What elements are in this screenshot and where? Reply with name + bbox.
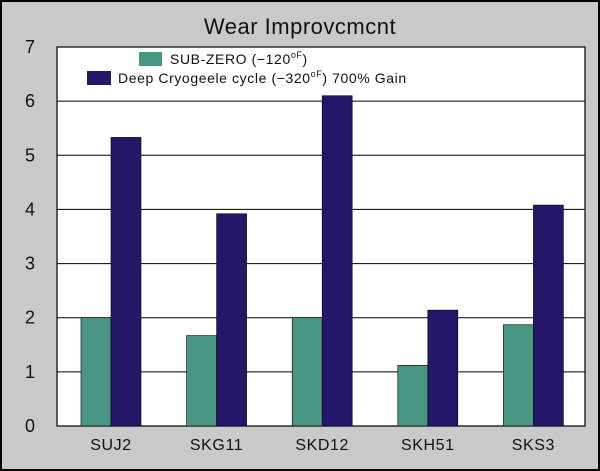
- x-tick-label-skd12: SKD12: [295, 437, 349, 454]
- x-tick-label-suj2: SUJ2: [90, 437, 132, 454]
- y-tick-label-0: 0: [25, 416, 35, 436]
- legend-swatch-series-2: [87, 71, 111, 85]
- y-tick-label-7: 7: [25, 37, 35, 57]
- x-tick-label-skg11: SKG11: [190, 437, 243, 454]
- y-tick-label-1: 1: [25, 362, 35, 382]
- bar-skg11-series-2: [216, 213, 247, 427]
- bar-sks3-series-2: [533, 204, 564, 427]
- bar-skg11-series-1: [186, 335, 217, 427]
- legend-swatch-series-1: [139, 52, 162, 66]
- y-tick-label-3: 3: [25, 254, 35, 274]
- y-tick-label-2: 2: [25, 308, 35, 328]
- x-tick-label-skh51: SKH51: [401, 437, 455, 454]
- bar-skh51-series-1: [397, 365, 429, 427]
- bar-suj2-series-1: [80, 317, 112, 427]
- y-tick-label-6: 6: [25, 91, 35, 111]
- bar-skh51-series-2: [427, 309, 459, 427]
- bar-suj2-series-2: [110, 137, 142, 427]
- legend-label-series-1: SUB-ZERO (−120oF): [170, 50, 308, 67]
- y-tick-label-5: 5: [25, 145, 35, 165]
- chart-title: Wear Improvcmcnt: [203, 14, 397, 39]
- bar-skd12-series-2: [321, 95, 353, 427]
- bar-skd12-series-1: [291, 317, 323, 427]
- y-tick-label-4: 4: [25, 199, 35, 219]
- x-tick-label-sks3: SKS3: [512, 437, 555, 454]
- legend-label-series-2: Deep Cryogeele cycle (−320oF) 700% Gain: [118, 69, 407, 86]
- bar-sks3-series-1: [503, 324, 534, 427]
